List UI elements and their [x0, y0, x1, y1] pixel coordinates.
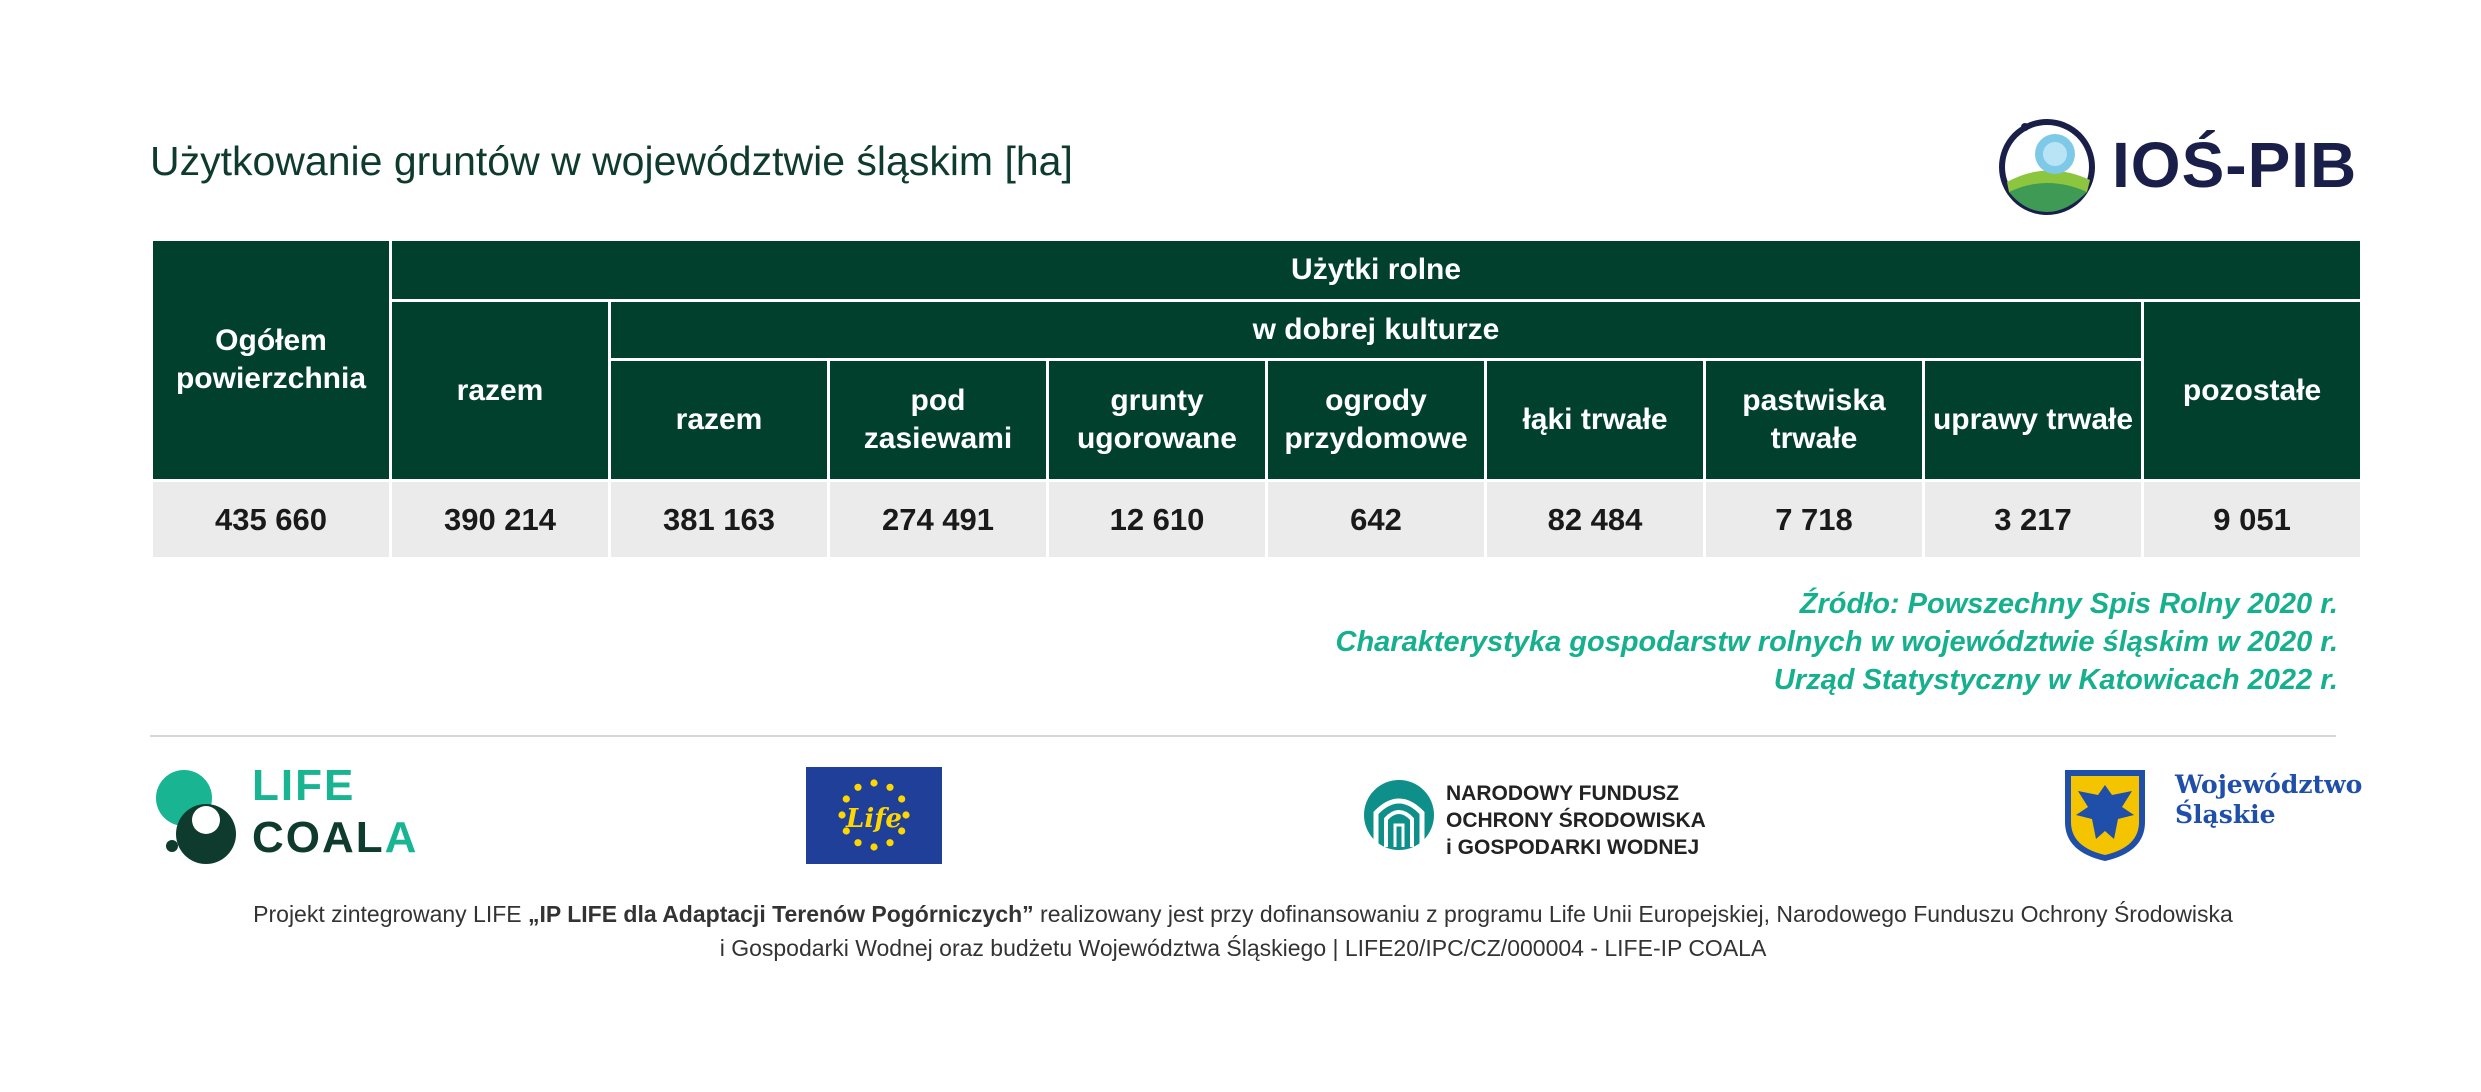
- land-use-table: Ogółem powierzchnia Użytki rolne razem w…: [150, 238, 2363, 560]
- cell-grunty-ugorowane: 12 610: [1049, 482, 1265, 557]
- eu-star-icon: [870, 843, 878, 851]
- header-pod-zasiewami: pod zasiewami: [830, 361, 1046, 479]
- cell-pastwiska-trwale: 7 718: [1706, 482, 1922, 557]
- eu-life-text: Life: [845, 804, 902, 834]
- header-good-condition: w dobrej kulturze: [611, 302, 2141, 358]
- footer-project-name: „IP LIFE dla Adaptacji Terenów Pogórnicz…: [528, 901, 1034, 927]
- cell-razem-total: 390 214: [392, 482, 608, 557]
- nfos-line: NARODOWY FUNDUSZ: [1446, 782, 1679, 805]
- eu-star-icon: [842, 795, 850, 803]
- source-line: Charakterystyka gospodarstw rolnych w wo…: [1335, 626, 2338, 658]
- eu-star-icon: [854, 783, 862, 791]
- silesia-line: Śląskie: [2175, 800, 2276, 829]
- life-logo-accent: A: [384, 813, 419, 862]
- eu-star-icon: [838, 811, 846, 819]
- footer-line-2: i Gospodarki Wodnej oraz budżetu Wojewód…: [719, 935, 1767, 961]
- header-razem-sub: razem: [611, 361, 827, 479]
- nfos-line: i GOSPODARKI WODNEJ: [1446, 836, 1700, 859]
- header-uprawy-trwale: uprawy trwałe: [1925, 361, 2141, 479]
- header-laki-trwale: łąki trwałe: [1487, 361, 1703, 479]
- eu-star-icon: [898, 795, 906, 803]
- eu-star-icon: [886, 839, 894, 847]
- header-agricultural-land: Użytki rolne: [392, 241, 2361, 299]
- page-title: Użytkowanie gruntów w województwie śląsk…: [150, 138, 1073, 184]
- nfos-line: OCHRONY ŚRODOWISKA: [1446, 809, 1706, 832]
- cell-uprawy-trwale: 3 217: [1925, 482, 2141, 557]
- footer-text: Projekt zintegrowany LIFE: [253, 901, 528, 927]
- eu-star-icon: [842, 827, 850, 835]
- eu-star-icon: [898, 827, 906, 835]
- eu-star-icon: [886, 783, 894, 791]
- life-logo-line2: COALA: [252, 812, 418, 864]
- nfos-logo-icon: [1364, 780, 1434, 850]
- divider: [150, 735, 2336, 737]
- header-ogrody-przydomowe: ogrody przydomowe: [1268, 361, 1484, 479]
- header-total-area: Ogółem powierzchnia: [153, 241, 389, 479]
- life-coala-logo-text: LIFE COALA: [252, 760, 418, 864]
- life-coala-logo-icon: [156, 770, 236, 864]
- header-grunty-ugorowane: grunty ugorowane: [1049, 361, 1265, 479]
- table-row: 435 660 390 214 381 163 274 491 12 610 6…: [153, 482, 2361, 557]
- silesia-eagle-shield-icon: [2065, 770, 2145, 861]
- eu-star-icon: [854, 839, 862, 847]
- ios-pib-logo-text: IOŚ-PIB: [2112, 129, 2358, 201]
- silesia-line: Województwo: [2175, 770, 2363, 799]
- eu-life-flag-icon: Life: [806, 767, 942, 864]
- cell-razem-sub: 381 163: [611, 482, 827, 557]
- eu-star-icon: [902, 811, 910, 819]
- silesia-logo-text: Województwo Śląskie: [2175, 770, 2362, 830]
- ios-pib-logo-icon: [1999, 119, 2095, 215]
- footer-line-1: Projekt zintegrowany LIFE „IP LIFE dla A…: [150, 897, 2336, 931]
- footer-note: Projekt zintegrowany LIFE „IP LIFE dla A…: [150, 897, 2336, 965]
- cell-total-area: 435 660: [153, 482, 389, 557]
- cell-pod-zasiewami: 274 491: [830, 482, 1046, 557]
- nfos-logo-text: NARODOWY FUNDUSZ OCHRONY ŚRODOWISKA i GO…: [1446, 780, 1706, 861]
- cell-ogrody-przydomowe: 642: [1268, 482, 1484, 557]
- header-razem-total: razem: [392, 302, 608, 479]
- cell-pozostale: 9 051: [2144, 482, 2361, 557]
- cell-laki-trwale: 82 484: [1487, 482, 1703, 557]
- source-line: Źródło: Powszechny Spis Rolny 2020 r.: [1799, 588, 2338, 620]
- footer-text: realizowany jest przy dofinansowaniu z p…: [1033, 901, 2233, 927]
- life-logo-line1: LIFE: [252, 761, 356, 810]
- source-line: Urząd Statystyczny w Katowicach 2022 r.: [1773, 664, 2338, 696]
- source-note: Źródło: Powszechny Spis Rolny 2020 r. Ch…: [1336, 585, 2338, 699]
- life-logo-coal: COAL: [252, 813, 385, 862]
- header-pozostale: pozostałe: [2144, 302, 2361, 479]
- eu-star-icon: [870, 779, 878, 787]
- header-pastwiska-trwale: pastwiska trwałe: [1706, 361, 1922, 479]
